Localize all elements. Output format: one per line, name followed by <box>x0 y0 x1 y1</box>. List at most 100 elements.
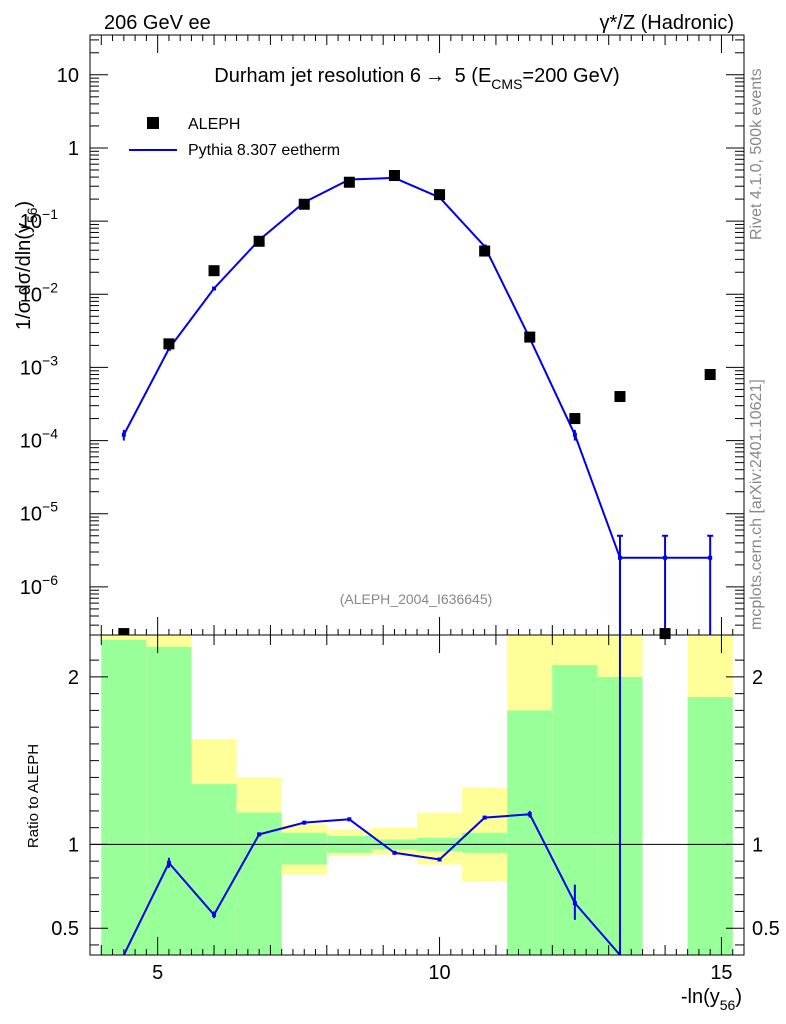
mc-point <box>708 555 713 560</box>
data-point <box>434 189 446 201</box>
ratio-y-tick-label-right: 0.5 <box>752 918 780 940</box>
ratio-band-inner <box>101 640 147 955</box>
data-point <box>659 628 671 640</box>
legend-data-label: ALEPH <box>188 116 240 133</box>
y-tick-exponent: −6 <box>42 572 58 588</box>
ratio-frame <box>89 634 745 956</box>
header-left: 206 GeV ee <box>104 12 211 34</box>
ratio-series <box>122 635 621 956</box>
ratio-curve <box>122 813 621 956</box>
data-point <box>524 331 536 343</box>
y-tick-exponent: −3 <box>42 352 58 368</box>
ratio-point <box>437 857 442 862</box>
title-arrow: → <box>425 65 445 87</box>
ratio-band-inner <box>507 710 553 955</box>
legend: ALEPH Pythia 8.307 eetherm <box>129 116 340 159</box>
rivet-label: Rivet 4.1.0, 500k events <box>748 68 765 240</box>
ratio-point <box>212 912 217 917</box>
ratio-point <box>257 832 262 837</box>
xlabel-end: ) <box>735 986 742 1008</box>
y-tick-label: 10−5 <box>20 499 58 526</box>
data-point <box>569 413 581 425</box>
x-tick-label: 10 <box>428 962 450 984</box>
ratio-y-label: Ratio to ALEPH <box>25 744 42 848</box>
y-tick-base: 10 <box>20 431 42 453</box>
data-point <box>163 338 175 350</box>
y-tick-base: 10 <box>20 504 42 526</box>
mcplots-label: mcplots.cern.ch [arXiv:2401.10621] <box>748 379 765 630</box>
y-tick-label: 1 <box>68 138 79 160</box>
title-sub: CMS <box>491 76 522 92</box>
data-point <box>704 369 716 381</box>
ratio-y-tick-label: 0.5 <box>51 918 79 940</box>
ratio-y-tick-label: 2 <box>68 667 79 689</box>
header-right: γ*/Z (Hadronic) <box>600 12 734 34</box>
y-tick-exponent: −5 <box>42 499 58 515</box>
title-tail: 5 (E <box>449 65 491 87</box>
ratio-point <box>482 815 487 820</box>
legend-mc-label: Pythia 8.307 eetherm <box>188 142 340 159</box>
ylabel-end: ) <box>13 201 35 208</box>
y-tick-exponent: −4 <box>42 426 58 442</box>
analysis-watermark: (ALEPH_2004_I636645) <box>340 591 493 607</box>
ratio-ticks: 2 2 1 1 0.5 0.5 5 10 15 <box>51 635 780 984</box>
header-gamma: γ <box>600 12 610 34</box>
title-main: Durham jet resolution 6 <box>214 65 421 87</box>
ratio-point <box>527 812 532 817</box>
y-tick-label: 10−4 <box>20 426 58 453</box>
mc-point <box>212 286 217 291</box>
main-series <box>118 170 716 640</box>
y-tick-base: 10 <box>20 357 42 379</box>
ratio-point <box>392 850 397 855</box>
y-tick-exponent: −2 <box>42 279 58 295</box>
chart-title: Durham jet resolution 6 → 5 (ECMS=200 GeV… <box>214 65 619 92</box>
y-tick-label: 10 <box>57 65 79 87</box>
ratio-point <box>347 817 352 822</box>
data-point <box>343 176 355 188</box>
legend-data-marker <box>147 117 159 129</box>
ratio-point <box>302 820 307 825</box>
data-point <box>118 628 130 640</box>
ylabel-sub: 56 <box>24 207 40 223</box>
mc-point <box>663 555 668 560</box>
data-point <box>479 245 491 257</box>
data-point <box>298 198 310 210</box>
data-point <box>253 235 265 247</box>
x-tick-label: 15 <box>710 962 732 984</box>
mc-point <box>572 432 577 437</box>
xlabel-sub: 56 <box>720 997 736 1013</box>
y-axis-label: 1/σ dσ/dln(y56) <box>13 201 40 330</box>
ratio-point <box>572 901 577 906</box>
y-tick-base: 10 <box>20 211 42 233</box>
ratio-panel: 2 2 1 1 0.5 0.5 5 10 15 <box>51 634 780 984</box>
y-tick-label: 10−3 <box>20 352 58 379</box>
y-tick-label: 10−6 <box>20 572 58 599</box>
ratio-y-tick-label: 1 <box>68 834 79 856</box>
ratio-y-tick-label-right: 1 <box>752 834 763 856</box>
ratio-band-inner <box>191 784 237 955</box>
x-tick-label: 5 <box>152 962 163 984</box>
mc-curve <box>122 176 621 559</box>
header-rest: */Z (Hadronic) <box>610 12 734 34</box>
ratio-band-inner <box>462 832 508 853</box>
mc-point <box>121 432 126 437</box>
y-tick-base: 10 <box>20 577 42 599</box>
y-tick-label: 10−2 <box>20 279 58 306</box>
ylabel-main: 1/σ dσ/dln(y <box>13 223 35 330</box>
y-tick-base: 10 <box>20 284 42 306</box>
data-point <box>208 265 220 277</box>
ratio-bands <box>101 635 733 955</box>
title-end: =200 GeV) <box>522 65 619 87</box>
ratio-band-inner <box>146 646 192 955</box>
ratio-band-inner <box>281 832 327 865</box>
ratio-band-inner <box>687 696 733 955</box>
y-tick-label: 10−1 <box>20 206 58 233</box>
ratio-point <box>166 860 171 865</box>
data-point <box>614 391 626 403</box>
x-axis-label: -ln(y56) <box>681 986 742 1013</box>
xlabel-main: -ln(y <box>681 986 720 1008</box>
y-tick-exponent: −1 <box>42 206 58 222</box>
